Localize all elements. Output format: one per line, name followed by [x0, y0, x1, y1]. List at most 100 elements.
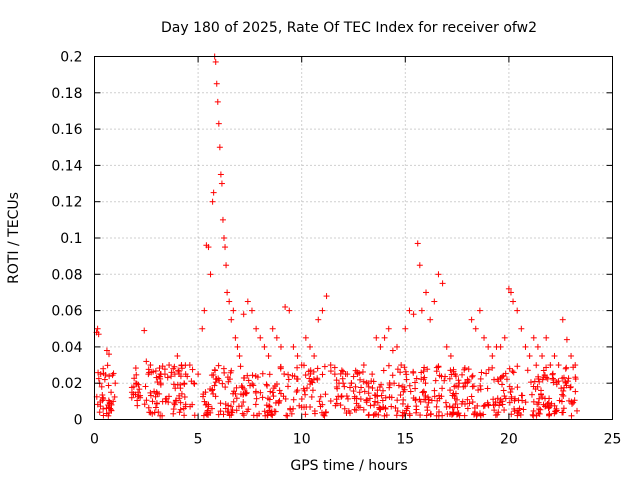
baseline-point: [175, 368, 182, 375]
baseline-point: [96, 409, 103, 416]
data-point: [222, 244, 229, 251]
baseline-point: [501, 393, 508, 400]
baseline-point: [475, 387, 482, 394]
baseline-point: [288, 410, 295, 417]
baseline-point: [104, 362, 111, 369]
baseline-point: [391, 380, 398, 387]
baseline-point: [225, 402, 232, 409]
baseline-point: [519, 397, 526, 404]
data-point: [485, 343, 492, 350]
baseline-point: [365, 411, 372, 418]
baseline-point: [507, 389, 514, 396]
baseline-point: [562, 365, 569, 372]
baseline-point: [175, 367, 182, 374]
baseline-point: [371, 411, 378, 418]
baseline-point: [442, 373, 449, 380]
baseline-point: [559, 409, 566, 416]
data-point: [456, 380, 463, 387]
baseline-point: [380, 367, 387, 374]
data-point: [348, 380, 355, 387]
baseline-point: [427, 411, 434, 418]
baseline-point: [215, 375, 222, 382]
baseline-point: [433, 403, 440, 410]
baseline-point: [285, 383, 292, 390]
baseline-point: [178, 390, 185, 397]
baseline-point: [220, 365, 227, 372]
baseline-point: [570, 399, 577, 406]
y-tick-label: 0: [74, 413, 83, 429]
baseline-point: [536, 410, 543, 417]
baseline-point: [300, 385, 307, 392]
baseline-point: [354, 369, 361, 376]
baseline-point: [340, 368, 347, 375]
data-point: [223, 262, 230, 269]
data-point: [481, 334, 488, 341]
baseline-point: [245, 406, 252, 413]
y-tick-label: 0.12: [51, 195, 82, 211]
data-point: [153, 389, 160, 396]
baseline-point: [464, 405, 471, 412]
data-point: [394, 343, 401, 350]
baseline-point: [177, 373, 184, 380]
data-point: [253, 325, 260, 332]
data-point: [398, 362, 405, 369]
baseline-point: [243, 389, 250, 396]
baseline-point: [344, 395, 351, 402]
baseline-point: [455, 377, 462, 384]
data-point: [489, 352, 496, 359]
data-point: [108, 389, 115, 396]
baseline-point: [518, 392, 525, 399]
baseline-point: [503, 376, 510, 383]
baseline-point: [393, 412, 400, 419]
data-point: [112, 380, 119, 387]
baseline-point: [412, 385, 419, 392]
baseline-point: [530, 412, 537, 419]
baseline-point: [321, 363, 328, 370]
baseline-point: [530, 398, 537, 405]
data-point: [402, 325, 409, 332]
baseline-point: [170, 410, 177, 417]
data-point: [132, 380, 139, 387]
baseline-point: [424, 366, 431, 373]
baseline-point: [459, 371, 466, 378]
data-point: [294, 352, 301, 359]
data-point: [385, 325, 392, 332]
baseline-point: [266, 403, 273, 410]
baseline-point: [298, 404, 305, 411]
baseline-point: [270, 385, 277, 392]
baseline-point: [244, 372, 251, 379]
baseline-point: [534, 401, 541, 408]
data-point: [373, 334, 380, 341]
data-point: [190, 380, 197, 387]
baseline-point: [311, 408, 318, 415]
baseline-point: [100, 365, 107, 372]
data-point: [214, 98, 221, 105]
baseline-point: [233, 384, 240, 391]
baseline-point: [468, 393, 475, 400]
data-point: [212, 58, 219, 65]
baseline-point: [245, 377, 252, 384]
baseline-point: [250, 412, 257, 419]
baseline-point: [319, 371, 326, 378]
baseline-point: [338, 393, 345, 400]
baseline-point: [509, 368, 516, 375]
data-point: [563, 336, 570, 343]
baseline-point: [389, 372, 396, 379]
baseline-point: [168, 369, 175, 376]
baseline-point: [392, 404, 399, 411]
baseline-point: [358, 384, 365, 391]
baseline-point: [180, 405, 187, 412]
baseline-point: [302, 411, 309, 418]
baseline-point: [477, 412, 484, 419]
data-point: [381, 334, 388, 341]
baseline-point: [382, 394, 389, 401]
data-point: [269, 325, 276, 332]
y-tick-label: 0.2: [60, 50, 82, 66]
data-point: [464, 376, 471, 383]
baseline-point: [436, 395, 443, 402]
baseline-point: [394, 397, 401, 404]
baseline-point: [447, 387, 454, 394]
baseline-point: [514, 384, 521, 391]
data-point: [522, 343, 529, 350]
baseline-point: [403, 407, 410, 414]
